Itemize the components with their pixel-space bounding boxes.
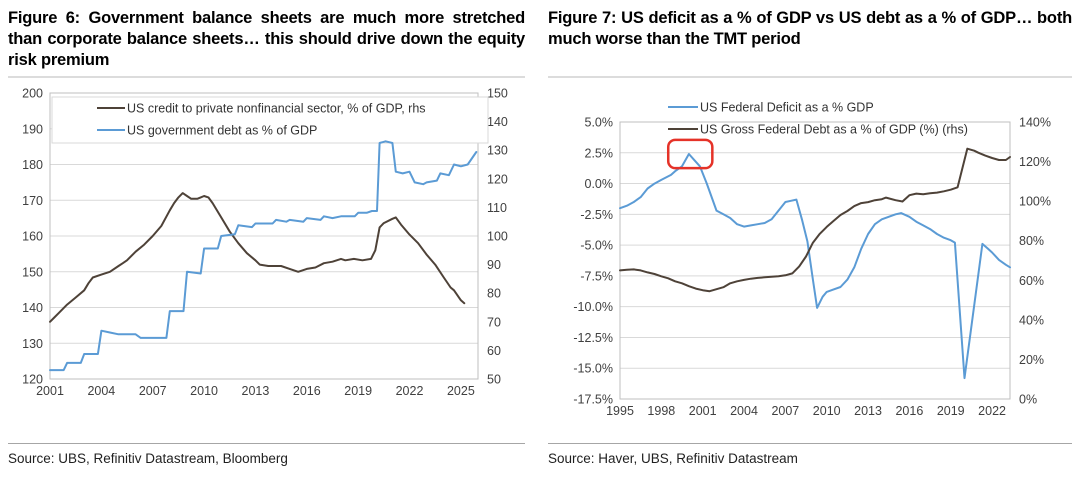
figure6-panel: Figure 6: Government balance sheets are … <box>8 8 525 466</box>
series-line-blue <box>619 153 1011 380</box>
y-axis-right-tick: 60 <box>487 344 501 358</box>
x-axis-tick: 2022 <box>978 404 1006 418</box>
y-axis-right-tick: 80 <box>487 287 501 301</box>
x-axis-tick: 2013 <box>242 384 270 398</box>
y-axis-left-tick: 200 <box>22 87 43 101</box>
y-axis-right-tick: 130 <box>487 144 508 158</box>
figure7-source: Source: Haver, UBS, Refinitiv Datastream <box>548 451 798 466</box>
x-axis-tick: 2007 <box>771 404 799 418</box>
y-axis-right-tick: 40% <box>1019 313 1044 327</box>
x-axis-tick: 2010 <box>190 384 218 398</box>
y-axis-right-tick: 80% <box>1019 234 1044 248</box>
y-axis-left-tick: -10.0% <box>573 300 613 314</box>
y-axis-right-tick: 140% <box>1019 116 1051 130</box>
figure7-chart-area: 5.0% 2.5% 0.0% -2.5% -5.0% -7.5% -10.0% -12.5% -… <box>548 81 1072 443</box>
y-axis-right-tick: 140 <box>487 115 508 129</box>
y-axis-right-tick: 120% <box>1019 155 1051 169</box>
x-axis-tick: 2016 <box>293 384 321 398</box>
x-axis-tick: 2019 <box>344 384 372 398</box>
y-axis-left-tick: -2.5% <box>580 208 613 222</box>
legend-label: US government debt as % of GDP <box>127 124 317 138</box>
y-axis-left-tick: 2.5% <box>585 146 614 160</box>
figure6-chart-area: 200 190 180 170 160 150 140 130 120 150 140 130 120 1… <box>8 81 525 443</box>
x-axis-tick: 2004 <box>730 404 758 418</box>
y-axis-left-tick: 180 <box>22 158 43 172</box>
y-axis-right-tick: 50 <box>487 373 501 387</box>
x-axis-tick: 2016 <box>895 404 923 418</box>
x-axis-tick: 2013 <box>854 404 882 418</box>
figure7-title-divider <box>548 76 1072 78</box>
y-axis-right-tick: 20% <box>1019 353 1044 367</box>
y-axis-left-tick: -15.0% <box>573 362 613 376</box>
figure7-panel: Figure 7: US deficit as a % of GDP vs US… <box>548 8 1072 466</box>
series-line-brown <box>49 192 466 323</box>
annotation-highlight-rect <box>666 138 714 170</box>
figure7-source-divider <box>548 443 1072 444</box>
y-axis-left-tick: -17.5% <box>573 393 613 407</box>
plot-border <box>619 121 1011 400</box>
y-axis-left-tick: 130 <box>22 337 43 351</box>
figure6-source: Source: UBS, Refinitiv Datastream, Bloom… <box>8 451 288 466</box>
y-axis-right-tick: 150 <box>487 87 508 101</box>
x-axis-tick: 2019 <box>937 404 965 418</box>
x-axis-tick: 2004 <box>87 384 115 398</box>
x-axis-tick: 1995 <box>606 404 634 418</box>
x-axis-tick: 2007 <box>139 384 167 398</box>
y-axis-left-tick: 150 <box>22 265 43 279</box>
x-axis-tick: 2001 <box>36 384 64 398</box>
y-axis-right-tick: 110 <box>487 201 507 215</box>
x-axis-tick: 2001 <box>689 404 717 418</box>
series-line-brown <box>619 147 1011 293</box>
x-axis-tick: 1998 <box>647 404 675 418</box>
figure6-source-divider <box>8 443 525 444</box>
figure6-title: Figure 6: Government balance sheets are … <box>8 9 525 69</box>
y-axis-left-tick: 0.0% <box>585 177 614 191</box>
y-axis-left-tick: 190 <box>22 122 43 136</box>
y-axis-right-tick: 100% <box>1019 195 1051 209</box>
report-figures-row: Figure 6: Government balance sheets are … <box>8 8 1072 466</box>
y-axis-left-tick: -7.5% <box>580 269 613 283</box>
y-axis-left-tick: 170 <box>22 194 43 208</box>
y-axis-right-tick: 0% <box>1019 393 1037 407</box>
figure6-title-divider <box>8 76 525 78</box>
y-axis-right-tick: 70 <box>487 315 501 329</box>
plot-border <box>49 92 479 380</box>
y-axis-left-tick: 140 <box>22 301 43 315</box>
y-axis-left-tick: 5.0% <box>585 116 614 130</box>
x-axis-tick: 2025 <box>447 384 475 398</box>
y-axis-right-tick: 100 <box>487 230 508 244</box>
figure6-chart: 2001901801701601501401301201501401301201… <box>22 87 508 399</box>
y-axis-left-tick: -12.5% <box>573 331 613 345</box>
x-axis-tick: 2010 <box>813 404 841 418</box>
y-axis-left-tick: 120 <box>22 373 43 387</box>
x-axis-tick: 2022 <box>396 384 424 398</box>
y-axis-left-tick: 160 <box>22 230 43 244</box>
series-line-blue <box>49 140 478 372</box>
legend-box <box>51 96 489 144</box>
y-axis-right-tick: 90 <box>487 258 501 272</box>
legend-label: US Gross Federal Debt as a % of GDP (%) … <box>700 123 968 137</box>
legend-label: US Federal Deficit as a % GDP <box>700 101 874 115</box>
y-axis-right-tick: 60% <box>1019 274 1044 288</box>
y-axis-left-tick: -5.0% <box>580 239 613 253</box>
figure7-chart: 5.0% 2.5% 0.0% -2.5% -5.0% -7.5% -10.0% -12.5% -… <box>573 101 1051 419</box>
legend-label: US credit to private nonfinancial sector… <box>127 102 426 116</box>
figure7-title: Figure 7: US deficit as a % of GDP vs US… <box>548 9 1072 48</box>
y-axis-right-tick: 120 <box>487 172 508 186</box>
